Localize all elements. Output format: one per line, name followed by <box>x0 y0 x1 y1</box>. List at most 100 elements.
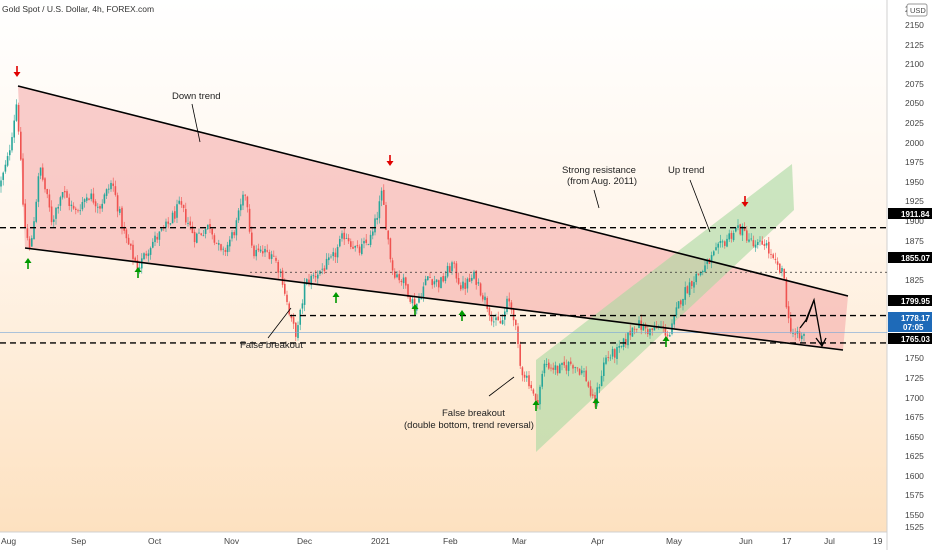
pointer-up-trend <box>689 179 711 233</box>
candle-body <box>26 228 29 238</box>
candle-body <box>682 298 684 306</box>
candle-body <box>0 180 2 187</box>
candle-body <box>92 193 95 203</box>
candle-body <box>295 322 297 337</box>
candle-body <box>697 273 700 275</box>
candle-body <box>759 240 761 242</box>
x-tick-apr: Apr <box>591 536 604 546</box>
candle-body <box>728 233 730 240</box>
symbol-title[interactable]: Gold Spot / U.S. Dollar, 4h, FOREX.com <box>2 4 154 14</box>
candle-body <box>561 362 563 365</box>
time-axis[interactable]: Aug Sep Oct Nov Dec 2021 Feb Mar Apr May… <box>1 536 883 546</box>
currency-button-bg[interactable] <box>906 3 928 17</box>
candle-body <box>297 325 299 339</box>
red-arrow-head <box>13 72 21 77</box>
candle-body <box>721 241 724 243</box>
candle-body <box>251 232 253 246</box>
candle-body <box>653 325 656 331</box>
candle-body <box>444 276 447 281</box>
candle-body <box>167 221 169 224</box>
candle-body <box>240 204 242 211</box>
y-tick-2: 2125 <box>905 40 924 50</box>
candle-body <box>702 270 704 273</box>
candle-body <box>512 309 515 321</box>
candle-body <box>407 284 409 298</box>
candle-body <box>229 239 231 247</box>
candle-body <box>625 338 627 345</box>
candle-body <box>387 230 389 240</box>
candle-body <box>704 265 706 273</box>
candle-body <box>499 321 502 324</box>
y-tick-12: 1875 <box>905 236 924 246</box>
candle-body <box>75 208 77 210</box>
candle-body <box>345 238 348 240</box>
price-label-1765: 1765.03 <box>901 335 930 344</box>
candle-body <box>145 253 147 256</box>
currency-button[interactable]: USD <box>910 6 926 15</box>
candle-body <box>510 302 513 310</box>
candle-body <box>209 224 211 229</box>
candle-body <box>39 167 42 176</box>
candle-body <box>215 242 218 244</box>
candle-body <box>394 271 396 278</box>
candle-body <box>644 324 647 329</box>
candle-body <box>286 294 288 302</box>
y-tick-23: 1550 <box>905 510 924 520</box>
candle-body <box>292 317 295 324</box>
y-tick-18: 1675 <box>905 412 924 422</box>
candle-body <box>317 274 319 279</box>
x-tick-aug: Aug <box>1 536 16 546</box>
y-tick-15: 1750 <box>905 353 924 363</box>
candle-body <box>537 400 539 404</box>
candle-body <box>127 237 130 245</box>
candle-body <box>466 278 469 289</box>
y-tick-11: 1900 <box>905 216 924 226</box>
candle-body <box>783 268 785 279</box>
candle-body <box>235 220 238 236</box>
candle-body <box>706 259 708 264</box>
candle-body <box>101 203 103 209</box>
candle-body <box>785 278 788 308</box>
candle-body <box>515 319 517 326</box>
candle-body <box>750 238 752 240</box>
candle-body <box>691 280 693 287</box>
candle-body <box>798 331 801 339</box>
candle-body <box>31 238 33 247</box>
candle-body <box>149 248 152 255</box>
candle-body <box>521 367 524 376</box>
candle-body <box>495 317 497 321</box>
candle-body <box>662 326 664 328</box>
annotation-strong-resistance: Strong resistance <box>562 165 636 176</box>
candle-body <box>266 250 268 252</box>
x-tick-17: 17 <box>782 536 792 546</box>
projection-segment <box>805 299 815 323</box>
candle-body <box>281 270 284 285</box>
candle-body <box>790 318 792 332</box>
candle-body <box>528 375 530 387</box>
candle-body <box>776 261 779 265</box>
candle-body <box>136 259 139 271</box>
candle-body <box>748 239 750 242</box>
candle-body <box>743 227 746 231</box>
annotation-false-breakout-1: False breakout <box>240 340 303 351</box>
candle-body <box>275 257 277 261</box>
candle-body <box>757 242 759 246</box>
candle-body <box>343 232 345 240</box>
candle-body <box>53 219 55 222</box>
candle-body <box>323 268 326 272</box>
candle-body <box>257 248 260 251</box>
candle-body <box>462 281 464 289</box>
candle-body <box>171 212 174 224</box>
candle-body <box>688 282 691 295</box>
candle-body <box>46 188 48 195</box>
price-label-1765-bg <box>888 333 932 344</box>
candle-body <box>543 363 546 374</box>
price-axis-background <box>887 0 932 550</box>
candle-body <box>154 235 156 243</box>
annotations: Down trend Strong resistance (from Aug. … <box>172 91 704 431</box>
y-tick-9: 1950 <box>905 177 924 187</box>
candle-body <box>141 258 143 269</box>
candle-body <box>90 193 92 200</box>
